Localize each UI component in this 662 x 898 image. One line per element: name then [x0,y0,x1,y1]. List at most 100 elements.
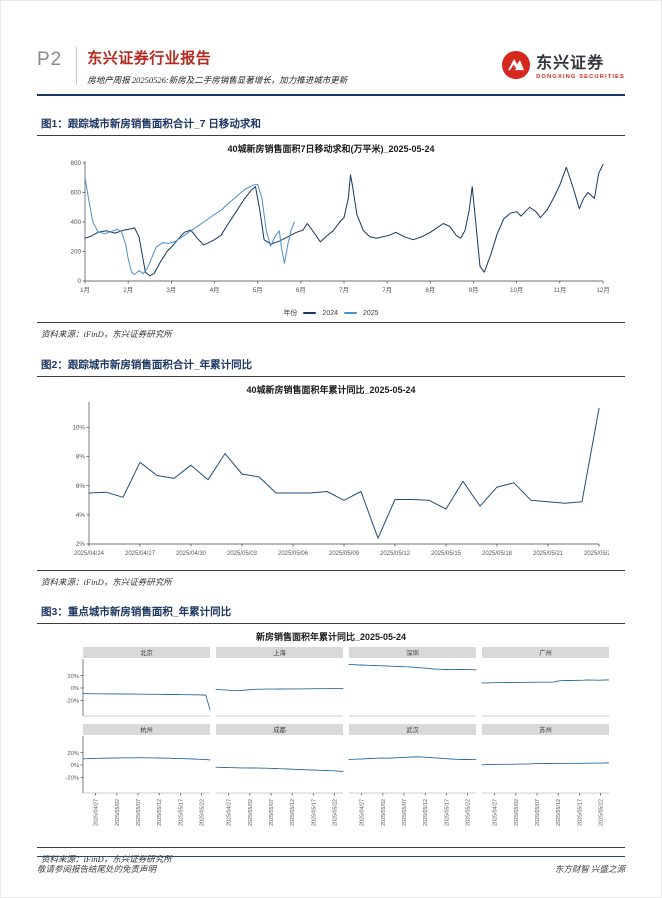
dongxing-logo-icon [501,50,531,85]
svg-text:11月: 11月 [553,286,566,294]
svg-text:2025/05/07: 2025/05/07 [269,799,275,826]
svg-text:2025/05/22: 2025/05/22 [466,799,472,826]
svg-text:20%: 20% [67,751,79,757]
svg-text:4月: 4月 [210,286,220,294]
svg-text:武汉: 武汉 [406,725,419,734]
figure3-bottom-rule [37,847,625,848]
logo-text: 东兴证券 DONGXING SECURITIES [536,54,625,80]
header-divider [76,47,78,85]
svg-text:7月: 7月 [339,286,349,294]
page-footer: 敬请参阅报告结尾处的免责声明 东方财智 兴盛之源 [37,856,625,875]
header-rule [37,94,625,96]
figure2-caption: 图2：跟踪城市新房销售面积合计_年累计同比 [41,359,253,371]
svg-text:10%: 10% [72,425,85,432]
legend-2025-dash [344,312,357,314]
svg-text:苏州: 苏州 [539,725,552,734]
svg-text:2025/05/09: 2025/05/09 [329,551,360,557]
svg-text:2025/04/27: 2025/04/27 [360,799,366,826]
svg-text:9月: 9月 [469,286,479,294]
svg-text:1月: 1月 [80,286,90,294]
svg-text:广州: 广州 [539,648,552,657]
svg-text:2025/05/12: 2025/05/12 [380,551,411,557]
chart1-line-chart: 0 200 400 600 800 1月 2月 3月 4月 5月 6月 7月 7月 8月 9月 10月 11月 1… [70,160,609,294]
svg-text:2025/04/24: 2025/04/24 [74,551,105,557]
svg-text:2025/05/21: 2025/05/21 [533,551,564,557]
page-number: P2 [37,49,63,70]
svg-text:2025/05/12: 2025/05/12 [423,799,429,826]
company-logo: 东兴证券 DONGXING SECURITIES [501,47,625,85]
svg-text:2025/05/18: 2025/05/18 [482,551,513,557]
svg-text:2025/05/02: 2025/05/02 [248,799,254,826]
report-type-title: 东兴证券行业报告 [87,50,212,67]
chart1-legend: 年份 2024 2025 [37,308,625,318]
legend-2025-label: 2025 [363,309,379,317]
svg-text:2%: 2% [76,541,86,548]
svg-text:7月: 7月 [382,286,392,294]
logo-cn: 东兴证券 [536,54,605,72]
chart3-title: 新房销售面积年累计同比_2025-05-24 [255,632,407,642]
footer-slogan: 东方财智 兴盛之源 [554,864,625,874]
figure3-caption: 图3：重点城市新房销售面积_年累计同比 [41,606,232,618]
svg-text:2025/05/07: 2025/05/07 [535,799,541,826]
svg-text:2025/05/22: 2025/05/22 [333,799,339,826]
figure2-bottom-rule [37,570,625,571]
figure-3: 图3：重点城市新房销售面积_年累计同比 新房销售面积年累计同比_2025-05-… [37,602,625,865]
svg-text:2025/05/22: 2025/05/22 [200,799,206,826]
legend-2024-dash [303,312,317,314]
svg-text:北京: 北京 [140,648,153,657]
svg-text:8月: 8月 [425,286,435,294]
svg-text:2025/05/07: 2025/05/07 [402,799,408,826]
svg-text:4%: 4% [76,512,86,519]
svg-text:2025/05/17: 2025/05/17 [311,799,317,826]
chart2-title: 40城新房销售面积年累计同比_2025-05-24 [246,385,416,395]
svg-text:-20%: -20% [65,776,79,782]
svg-text:深圳: 深圳 [406,648,419,657]
svg-text:-20%: -20% [65,699,79,705]
figure2-source: 资料来源：iFinD，东兴证券研究所 [41,577,172,587]
svg-text:2025/05/22: 2025/05/22 [599,799,605,826]
svg-text:2025/05/12: 2025/05/12 [556,799,562,826]
svg-text:0%: 0% [71,686,79,692]
header-title-block: 东兴证券行业报告 房地产周报 20250526:新房及二手房销售显著增长，加力推… [87,47,501,86]
svg-text:2025/05/17: 2025/05/17 [577,799,583,826]
svg-text:2025/04/27: 2025/04/27 [125,551,156,557]
svg-text:6%: 6% [76,483,86,490]
svg-text:6月: 6月 [296,286,306,294]
svg-text:20%: 20% [67,674,79,680]
figure1-bottom-rule [37,322,625,323]
svg-text:2025/05/02: 2025/05/02 [115,799,121,826]
svg-text:800: 800 [70,160,81,167]
chart2-line-chart: 2% 4% 6% 8% 10% 2025/04/24 2025/04/27 2025/04/3… [72,402,609,557]
figure1-top-rule [37,135,625,136]
svg-text:12月: 12月 [596,286,609,294]
figure-2: 图2：跟踪城市新房销售面积合计_年累计同比 40城新房销售面积年累计同比_202… [37,355,625,588]
svg-text:400: 400 [70,219,81,226]
svg-text:0%: 0% [71,763,79,769]
svg-text:2月: 2月 [123,286,133,294]
figure2-top-rule [37,376,625,377]
svg-text:2025/05/07: 2025/05/07 [136,799,142,826]
svg-text:2025/05/24: 2025/05/24 [584,551,609,557]
svg-text:2025/05/12: 2025/05/12 [290,799,296,826]
legend-2024-label: 2024 [322,309,338,317]
page-header: P2 东兴证券行业报告 房地产周报 20250526:新房及二手房销售显著增长，… [37,1,625,86]
svg-text:2025/05/15: 2025/05/15 [431,551,462,557]
figure1-source: 资料来源：iFinD，东兴证券研究所 [41,329,172,339]
svg-text:2025/05/06: 2025/05/06 [278,551,309,557]
svg-text:2025/05/12: 2025/05/12 [157,799,163,826]
svg-text:上海: 上海 [273,648,286,657]
svg-text:2025/05/02: 2025/05/02 [514,799,520,826]
figure1-caption: 图1：跟踪城市新房销售面积合计_7 日移动求和 [41,118,261,130]
legend-title: 年份 [283,310,298,317]
svg-text:2025/05/03: 2025/05/03 [227,551,258,557]
svg-text:2025/04/27: 2025/04/27 [227,799,233,826]
chart1-title: 40城新房销售面积7日移动求和(万平米)_2025-05-24 [227,144,435,154]
svg-text:2025/04/27: 2025/04/27 [493,799,499,826]
svg-text:200: 200 [70,249,81,256]
svg-text:2025/04/27: 2025/04/27 [94,799,100,826]
svg-text:5月: 5月 [253,286,263,294]
svg-text:10月: 10月 [510,286,523,294]
figure-1: 图1：跟踪城市新房销售面积合计_7 日移动求和 40城新房销售面积7日移动求和(… [37,114,625,340]
svg-text:600: 600 [70,190,81,197]
